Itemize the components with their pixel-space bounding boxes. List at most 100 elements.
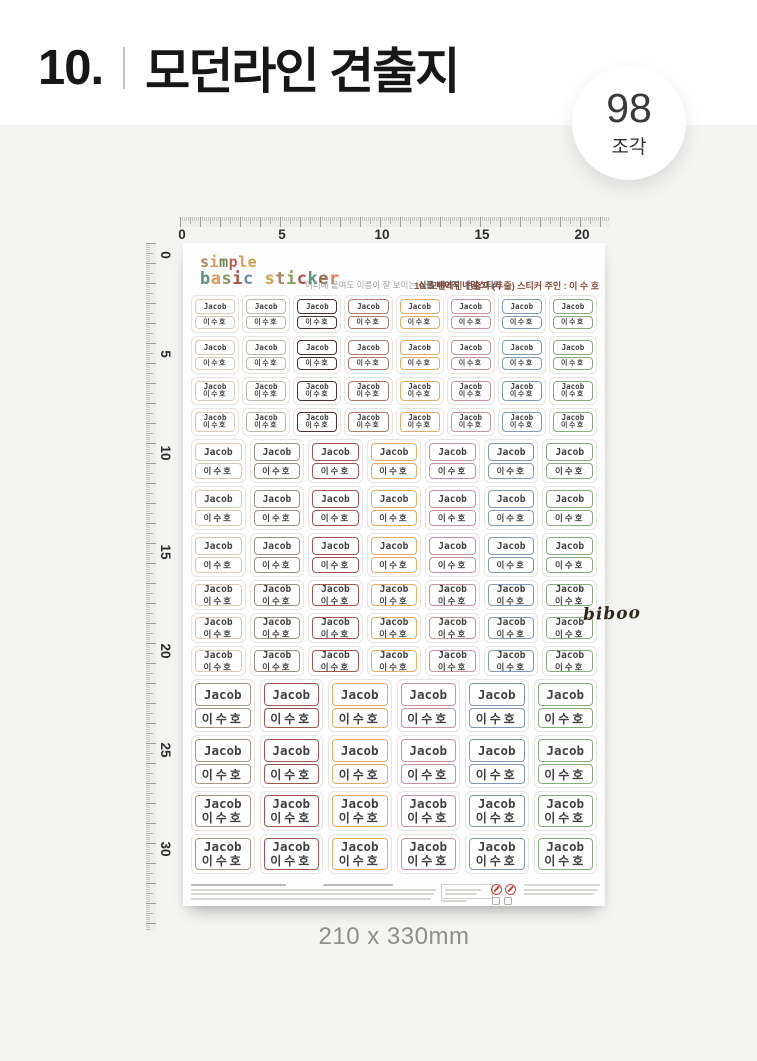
sticker-name-combined-box: Jacob 이수호	[263, 795, 319, 827]
sticker-name-en-box: Jacob	[537, 739, 593, 763]
piece-count-badge: 98 조각	[572, 66, 686, 180]
name-sticker: Jacob 이수호	[249, 439, 305, 483]
sticker-name-ko-box: 이수호	[429, 557, 476, 573]
sticker-name-en: Jacob	[409, 743, 448, 759]
sticker-name-combined-box: Jacob 이수호	[552, 412, 593, 432]
sticker-name-ko: 이수호	[203, 560, 234, 571]
sticker-name-ko-box: 이수호	[537, 764, 593, 784]
sticker-name-ko-box: 이수호	[253, 510, 301, 526]
name-sticker: Jacob 이수호	[446, 295, 495, 333]
sticker-name-en: Jacob	[459, 342, 482, 352]
sticker-name-en: Jacob	[561, 342, 585, 352]
sticker-name-ko-box: 이수호	[487, 557, 535, 573]
title-divider	[123, 46, 126, 89]
name-sticker: Jacob 이수호	[548, 336, 597, 374]
sticker-name-en: Jacob	[272, 743, 311, 759]
sticker-name-combined-box: Jacob 이수호	[429, 617, 476, 639]
name-sticker: Jacob 이수호	[366, 533, 422, 577]
sticker-name-en: Jacob	[408, 382, 431, 392]
sticker-name-ko-box: 이수호	[501, 315, 542, 329]
sticker-name-en: Jacob	[379, 617, 409, 629]
sticker-name-ko: 이수호	[203, 513, 234, 524]
sticker-name-en: Jacob	[321, 617, 350, 629]
sticker-name-combined-box: Jacob 이수호	[195, 650, 242, 672]
sticker-name-combined-box: Jacob 이수호	[546, 650, 594, 672]
sticker-name-ko: 이수호	[262, 661, 292, 672]
ruler-left-label: 5	[158, 350, 174, 358]
name-sticker: Jacob 이수호	[191, 295, 240, 333]
sheet-logo-line2: basic sticker	[200, 269, 340, 289]
logo-letter: s	[264, 269, 276, 289]
sticker-name-en-box: Jacob	[429, 443, 476, 462]
sticker-name-en: Jacob	[496, 540, 526, 552]
sticker-name-ko: 이수호	[555, 513, 585, 524]
name-sticker: Jacob 이수호	[425, 580, 480, 610]
no-fire-icon	[491, 884, 502, 895]
sticker-name-en: Jacob	[321, 446, 350, 458]
brand-watermark: biboo	[582, 602, 642, 626]
sticker-name-en: Jacob	[438, 617, 467, 629]
sticker-name-en-box: Jacob	[263, 683, 319, 707]
sticker-name-ko-box: 이수호	[546, 557, 594, 573]
sticker-name-ko: 이수호	[561, 422, 585, 430]
sticker-name-ko: 이수호	[254, 391, 279, 399]
sticker-section: Jacob 이수호 Jacob 이수호 Jacob 이수호 Jacob 이수호 Jacob 이수호…	[191, 295, 597, 436]
sticker-name-ko-box: 이수호	[312, 463, 359, 479]
name-sticker: Jacob 이수호	[548, 377, 597, 405]
sticker-name-en-box: Jacob	[429, 537, 476, 556]
sticker-name-en: Jacob	[561, 382, 585, 392]
sticker-name-en: Jacob	[340, 796, 379, 812]
sticker-name-en: Jacob	[203, 382, 227, 392]
sticker-name-ko-box: 이수호	[429, 510, 476, 526]
prohibition-icons	[491, 884, 516, 895]
sticker-name-en: Jacob	[321, 650, 350, 662]
sticker-name-ko-box: 이수호	[348, 315, 389, 329]
logo-letter: s	[200, 253, 210, 271]
name-sticker: Jacob 이수호	[242, 336, 291, 374]
ruler-left-label: 10	[158, 445, 174, 461]
name-sticker: Jacob 이수호	[191, 486, 246, 530]
sticker-name-ko-box: 이수호	[246, 315, 287, 329]
logo-letter: e	[247, 253, 258, 271]
name-sticker: Jacob 이수호	[308, 646, 363, 676]
sticker-name-en: Jacob	[203, 342, 227, 352]
sticker-name-en: Jacob	[340, 743, 379, 759]
sticker-name-en: Jacob	[272, 796, 311, 812]
logo-letter: t	[275, 269, 286, 289]
name-sticker: Jacob 이수호	[497, 295, 546, 333]
sticker-name-ko: 이수호	[262, 466, 292, 477]
logo-letter: b	[200, 269, 211, 289]
sticker-name-en-box: Jacob	[546, 537, 594, 556]
name-sticker: Jacob 이수호	[533, 735, 597, 788]
sticker-name-en: Jacob	[510, 413, 534, 423]
sticker-name-ko-box: 이수호	[253, 557, 301, 573]
sticker-name-en: Jacob	[496, 617, 526, 629]
sticker-name-en-box: Jacob	[429, 490, 476, 509]
sticker-name-combined-box: Jacob 이수호	[253, 650, 301, 672]
name-sticker: Jacob 이수호	[395, 377, 444, 405]
sticker-name-en: Jacob	[272, 839, 311, 855]
sticker-name-en-box: Jacob	[253, 537, 301, 556]
name-sticker: Jacob 이수호	[425, 533, 480, 577]
logo-letter	[254, 269, 265, 289]
sticker-name-ko-box: 이수호	[469, 764, 525, 784]
sticker-name-ko: 이수호	[254, 319, 279, 327]
sticker-name-en-box: Jacob	[195, 739, 251, 763]
sticker-name-ko: 이수호	[305, 360, 330, 368]
sticker-name-ko-box: 이수호	[332, 708, 388, 728]
sticker-name-combined-box: Jacob 이수호	[400, 795, 456, 827]
sticker-row: Jacob 이수호 Jacob 이수호 Jacob 이수호 Jacob 이수호 Jacob 이수호…	[191, 580, 598, 610]
sticker-name-en-box: Jacob	[195, 340, 236, 355]
sheet-tagline: 어디에 붙여도 이름이 잘 보이는 심플 베이직 네임스티커	[305, 279, 501, 291]
sticker-name-combined-box: Jacob 이수호	[429, 650, 476, 672]
title-text: 모던라인 견출지	[145, 45, 460, 99]
sticker-name-en: Jacob	[510, 382, 534, 392]
sticker-name-ko: 이수호	[320, 466, 351, 477]
sticker-name-ko-box: 이수호	[246, 356, 287, 370]
tagline-bold: 심플 베이직 네임스티커	[418, 280, 502, 290]
name-sticker: Jacob 이수호	[542, 646, 598, 676]
sticker-row: Jacob 이수호 Jacob 이수호 Jacob 이수호 Jacob 이수호 Jacob 이수호…	[191, 613, 598, 643]
sticker-name-ko-box: 이수호	[312, 557, 359, 573]
sticker-name-combined-box: Jacob 이수호	[370, 650, 418, 672]
sticker-name-en: Jacob	[203, 839, 242, 855]
